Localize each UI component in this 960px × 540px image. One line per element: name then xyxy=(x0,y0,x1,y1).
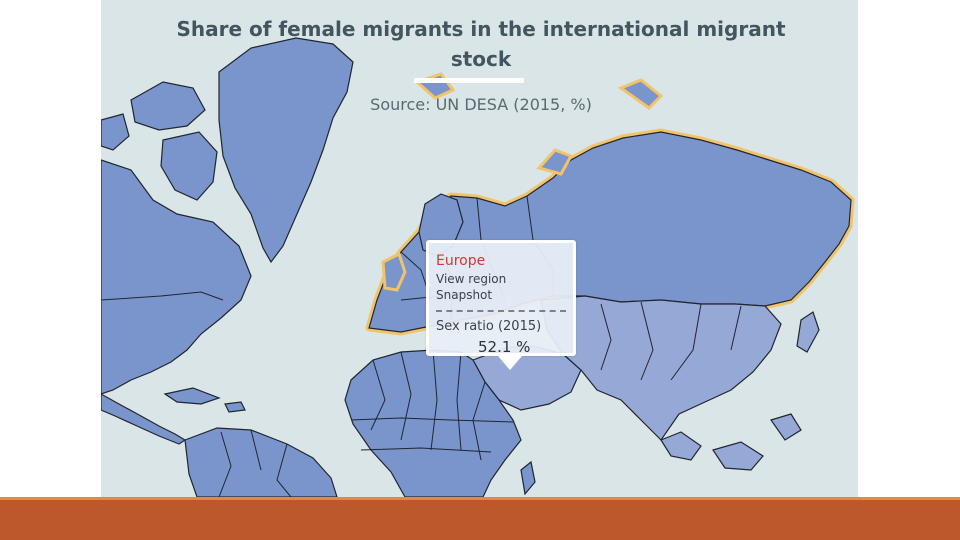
tooltip-divider xyxy=(436,310,566,312)
footer-accent-line xyxy=(0,497,960,500)
tooltip-pointer xyxy=(498,356,522,370)
tooltip-metric-label: Sex ratio (2015) xyxy=(436,319,542,334)
japan[interactable] xyxy=(796,311,820,353)
view-region-snapshot-link[interactable]: View region Snapshot xyxy=(436,272,507,302)
south-america-borders xyxy=(218,429,292,497)
southeast-asia-islands[interactable] xyxy=(660,413,802,471)
usa-canada-border xyxy=(101,291,224,301)
map-title: Share of female migrants in the internat… xyxy=(176,17,786,71)
title-underline xyxy=(414,78,524,83)
tooltip-metric-value: 52.1 % xyxy=(478,338,531,356)
tooltip-region-name: Europe xyxy=(436,253,486,269)
africa-borders xyxy=(350,349,514,461)
south-america[interactable] xyxy=(184,427,338,497)
russia-arctic-islands[interactable] xyxy=(414,72,664,176)
arctic-islands[interactable] xyxy=(130,81,206,131)
central-america[interactable] xyxy=(101,393,187,445)
asia-borders xyxy=(600,301,742,381)
british-isles[interactable] xyxy=(381,251,407,292)
baffin-island[interactable] xyxy=(160,131,218,201)
arctic-island-small[interactable] xyxy=(101,113,130,151)
greenland[interactable] xyxy=(218,37,354,264)
madagascar[interactable] xyxy=(520,460,536,496)
asia-south[interactable] xyxy=(540,295,782,441)
map-subtitle: Source: UN DESA (2015, %) xyxy=(370,95,592,114)
region-tooltip: Europe View region Snapshot Sex ratio (2… xyxy=(426,240,576,356)
caribbean-island[interactable] xyxy=(224,401,246,413)
cuba[interactable] xyxy=(163,387,221,405)
north-america[interactable] xyxy=(101,159,252,395)
map-panel[interactable]: Share of female migrants in the internat… xyxy=(101,0,858,497)
footer-band xyxy=(0,500,960,540)
